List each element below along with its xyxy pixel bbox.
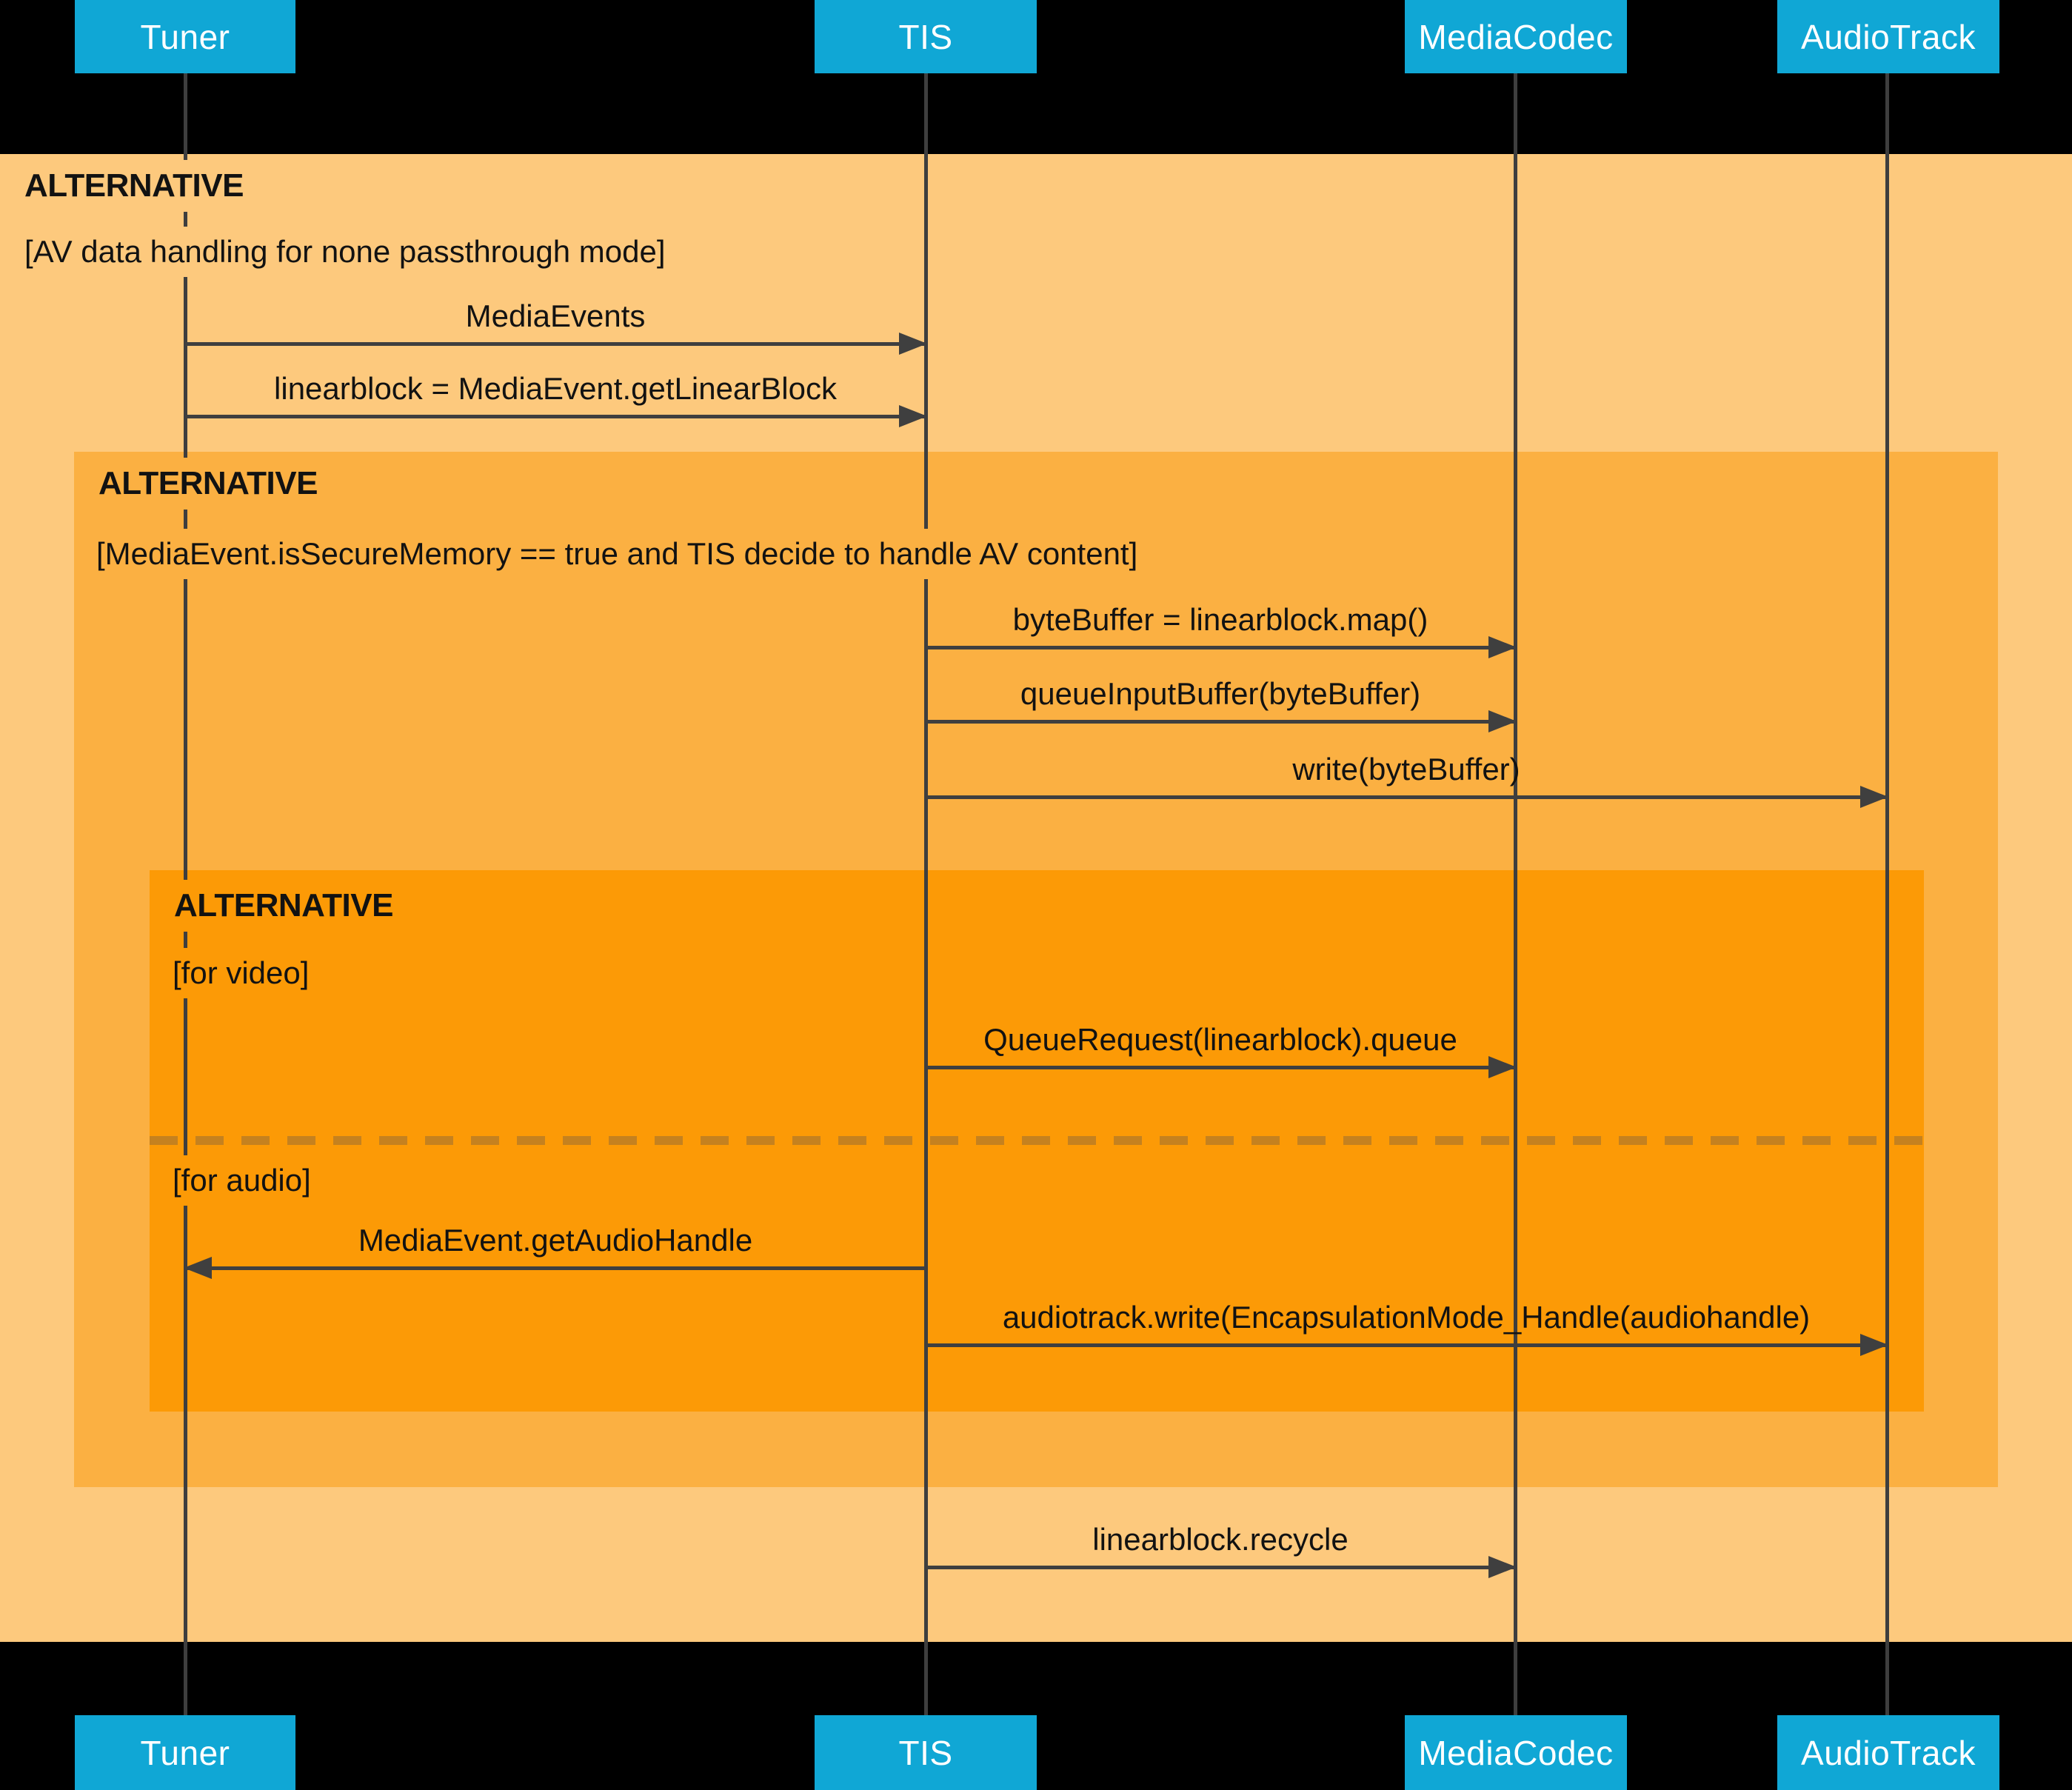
- actor-label: TIS: [898, 1733, 953, 1772]
- actor-bottom-mediacodec: MediaCodec: [1405, 1715, 1627, 1790]
- message-label: audiotrack.write(EncapsulationMode_Handl…: [1002, 1300, 1811, 1335]
- message-line: [926, 795, 1887, 799]
- actor-label: AudioTrack: [1801, 1733, 1976, 1772]
- arrowhead-right-icon: [1488, 1556, 1517, 1578]
- message-mediaevents: MediaEvents: [185, 290, 927, 355]
- message-line: [185, 1266, 926, 1270]
- message-label: queueInputBuffer(byteBuffer): [1020, 676, 1421, 711]
- alt-outer-condition: [AV data handling for none passthrough m…: [17, 227, 673, 277]
- message-audiotrack-write: audiotrack.write(EncapsulationMode_Handl…: [926, 1292, 1888, 1356]
- message-getaudiohandle: MediaEvent.getAudioHandle: [184, 1215, 926, 1279]
- message-linearblock-map: byteBuffer = linearblock.map(): [926, 594, 1517, 658]
- actor-label: Tuner: [140, 17, 230, 56]
- arrowhead-right-icon: [1860, 1334, 1888, 1356]
- message-label: linearblock = MediaEvent.getLinearBlock: [274, 371, 837, 406]
- arrowhead-left-icon: [184, 1257, 212, 1279]
- alt-outer-title: ALTERNATIVE: [17, 160, 251, 212]
- actor-top-audiotrack: AudioTrack: [1777, 0, 1999, 73]
- arrowhead-right-icon: [899, 405, 927, 427]
- message-line: [185, 415, 926, 418]
- actor-label: MediaCodec: [1418, 1733, 1614, 1772]
- actor-label: TIS: [898, 17, 953, 56]
- actor-label: MediaCodec: [1418, 17, 1614, 56]
- arrowhead-right-icon: [1860, 786, 1888, 808]
- message-line: [926, 1066, 1515, 1069]
- arrowhead-right-icon: [899, 333, 927, 355]
- message-line: [926, 1566, 1515, 1569]
- message-label: write(byteBuffer): [1292, 752, 1520, 787]
- alt-inner-title: ALTERNATIVE: [167, 880, 401, 932]
- message-line: [926, 646, 1515, 649]
- arrowhead-right-icon: [1488, 710, 1517, 732]
- actor-bottom-tuner: Tuner: [75, 1715, 295, 1790]
- alt-inner-condition-video: [for video]: [165, 948, 317, 998]
- message-linearblock-recycle: linearblock.recycle: [926, 1514, 1517, 1578]
- actor-bottom-tis: TIS: [815, 1715, 1037, 1790]
- arrowhead-right-icon: [1488, 1056, 1517, 1078]
- actor-label: AudioTrack: [1801, 17, 1976, 56]
- alt-middle-title: ALTERNATIVE: [91, 458, 325, 510]
- actor-top-tuner: Tuner: [75, 0, 295, 73]
- actor-top-tis: TIS: [815, 0, 1037, 73]
- message-line: [926, 720, 1515, 724]
- alt-inner-divider: [150, 1136, 1924, 1145]
- message-label: MediaEvent.getAudioHandle: [358, 1223, 753, 1258]
- actor-top-mediacodec: MediaCodec: [1405, 0, 1627, 73]
- alt-middle-condition: [MediaEvent.isSecureMemory == true and T…: [89, 529, 1146, 579]
- lifeline-tis: [924, 73, 928, 1715]
- arrowhead-right-icon: [1488, 636, 1517, 658]
- message-label: MediaEvents: [465, 298, 646, 333]
- lifeline-audiotrack: [1885, 73, 1889, 1715]
- message-line: [926, 1343, 1887, 1347]
- message-queuerequest: QueueRequest(linearblock).queue: [926, 1014, 1517, 1078]
- actor-bottom-audiotrack: AudioTrack: [1777, 1715, 1999, 1790]
- actor-label: Tuner: [140, 1733, 230, 1772]
- message-getlinearblock: linearblock = MediaEvent.getLinearBlock: [185, 363, 927, 427]
- lifeline-mediacodec: [1514, 73, 1517, 1715]
- message-line: [185, 342, 926, 346]
- message-write-bytebuffer: write(byteBuffer): [926, 744, 1888, 808]
- message-label: QueueRequest(linearblock).queue: [983, 1022, 1457, 1057]
- alt-inner-condition-audio: [for audio]: [165, 1155, 318, 1206]
- message-label: linearblock.recycle: [1092, 1522, 1349, 1557]
- message-label: byteBuffer = linearblock.map(): [1012, 602, 1428, 637]
- message-queueinputbuffer: queueInputBuffer(byteBuffer): [926, 668, 1517, 732]
